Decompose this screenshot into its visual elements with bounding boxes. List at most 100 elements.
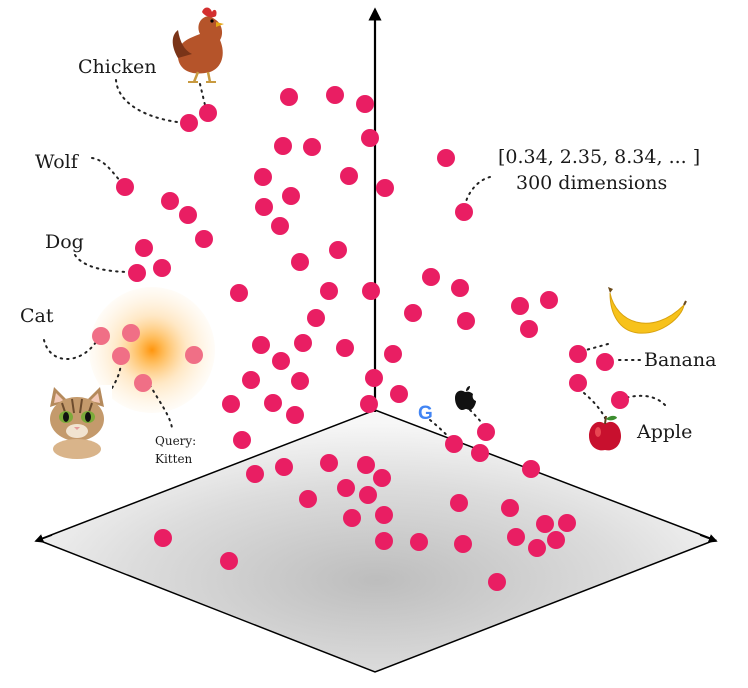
apple-logo-icon [455,386,476,410]
chicken-image-leader [199,83,206,106]
embedding-point [116,178,134,196]
embedding-point [179,206,197,224]
banana-label: Banana [644,349,716,371]
embedding-point [522,460,540,478]
embedding-point [233,431,251,449]
embedding-point [359,486,377,504]
embedding-point [507,528,525,546]
query-neighbor-point [134,374,152,392]
apple-fruit-icon [589,415,621,451]
embedding-point [569,345,587,363]
cat-icon [42,385,112,459]
query-leader [149,384,173,429]
embedding-point [422,268,440,286]
embedding-point [272,352,290,370]
query-neighbor-point [92,327,110,345]
chicken-leader [115,79,187,124]
wolf-leader [91,157,123,184]
embedding-point [455,203,473,221]
embedding-point [286,406,304,424]
query-term: Kitten [155,452,193,466]
vector-text: [0.34, 2.35, 8.34, ... ] [498,146,700,168]
embedding-point [264,394,282,412]
embedding-point [410,533,428,551]
embedding-point [294,334,312,352]
embedding-point [135,239,153,257]
dimensions-text: 300 dimensions [516,172,667,194]
embedding-point [451,279,469,297]
embedding-point [477,423,495,441]
embedding-point [547,531,565,549]
apple-label: Apple [636,421,692,443]
cat-label: Cat [20,305,54,327]
embedding-point [246,465,264,483]
embedding-point [274,137,292,155]
embedding-point [511,297,529,315]
embedding-point [303,138,321,156]
embedding-point [457,312,475,330]
embedding-point [128,264,146,282]
embedding-point [291,253,309,271]
query-glow [89,287,215,413]
query-label: Query: [155,434,196,448]
embedding-point [320,282,338,300]
embedding-point [320,454,338,472]
embedding-point [536,515,554,533]
embedding-point [343,509,361,527]
embedding-point [569,374,587,392]
embedding-point [254,168,272,186]
chicken-icon [172,7,224,83]
embedding-point [299,490,317,508]
banana-icon [608,287,687,334]
embedding-point [222,395,240,413]
embedding-point [220,552,238,570]
embedding-point [373,469,391,487]
embedding-point [337,479,355,497]
embedding-point [356,95,374,113]
svg-text:G: G [418,403,433,424]
embedding-point [540,291,558,309]
dog-label: Dog [45,231,84,253]
embedding-point [384,345,402,363]
embedding-point [501,499,519,517]
embedding-point [361,129,379,147]
embedding-point [282,187,300,205]
wolf-label: Wolf [35,151,80,173]
embedding-point [199,104,217,122]
embedding-point [252,336,270,354]
embedding-point [271,217,289,235]
chicken-label: Chicken [78,56,157,78]
embedding-point [153,259,171,277]
embedding-point [154,529,172,547]
embedding-point [454,535,472,553]
embedding-point [195,230,213,248]
embedding-point [180,114,198,132]
embedding-point [471,444,489,462]
dog-leader [74,254,133,273]
embedding-point [329,241,347,259]
embedding-point [445,435,463,453]
embedding-point [365,369,383,387]
embedding-point [357,456,375,474]
embedding-point [437,149,455,167]
embedding-point [255,198,273,216]
cat-image-leader [111,357,122,389]
embedding-point [528,539,546,557]
cat-leader [43,339,97,360]
embedding-point [340,167,358,185]
left-axis-arrow [34,534,53,543]
embedding-point [230,284,248,302]
embedding-point [362,282,380,300]
query-neighbor-point [112,347,130,365]
embedding-point [488,573,506,591]
embedding-point [336,339,354,357]
right-axis-arrow [699,534,718,543]
google-logo-icon: G [418,403,433,424]
embedding-point [450,494,468,512]
banana-image-leader [585,343,609,351]
embedding-point [307,309,325,327]
apple-fruit-leader [583,392,606,419]
query-neighbor-point [122,324,140,342]
embedding-point [326,86,344,104]
